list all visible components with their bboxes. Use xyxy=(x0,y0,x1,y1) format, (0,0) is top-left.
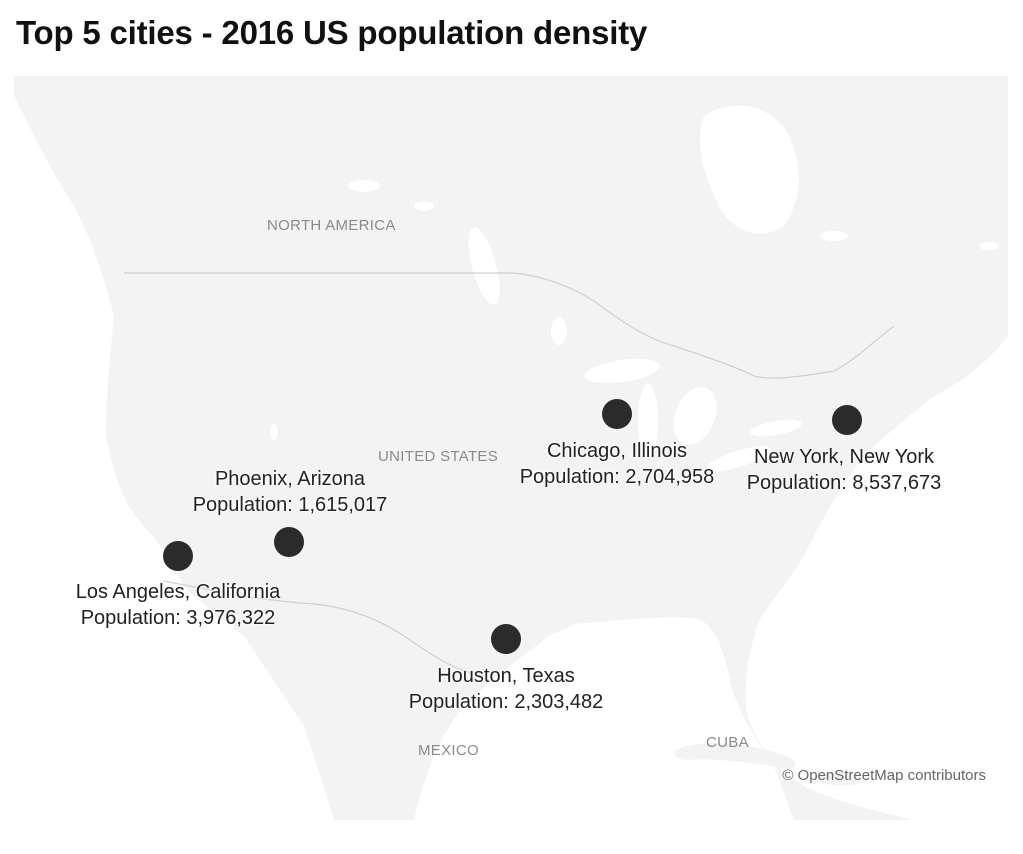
map-attribution[interactable]: © OpenStreetMap contributors xyxy=(782,767,986,784)
pacific-ocean xyxy=(14,96,334,820)
region-label-north-america: NORTH AMERICA xyxy=(267,217,396,234)
hudson-bay xyxy=(699,105,799,234)
map-title: Top 5 cities - 2016 US population densit… xyxy=(16,14,648,51)
city-name: New York, New York xyxy=(753,446,935,468)
city-population: Population: 1,615,017 xyxy=(192,494,388,516)
gulf-of-mexico xyxy=(414,617,794,820)
hispaniola-island xyxy=(814,772,866,786)
city-label-new-york: New York, New York Population: 8,537,673 xyxy=(747,444,942,496)
city-marker-chicago[interactable] xyxy=(602,399,632,429)
cuba-island xyxy=(674,742,796,769)
city-name: Los Angeles, California xyxy=(75,581,281,603)
city-name: Phoenix, Arizona xyxy=(214,468,366,490)
city-marker-los-angeles[interactable] xyxy=(163,541,193,571)
city-population: Population: 8,537,673 xyxy=(746,472,942,494)
city-label-chicago: Chicago, Illinois Population: 2,704,958 xyxy=(520,438,715,490)
city-label-phoenix: Phoenix, Arizona Population: 1,615,017 xyxy=(193,466,388,518)
city-population: Population: 2,303,482 xyxy=(408,691,604,713)
city-marker-houston[interactable] xyxy=(491,624,521,654)
great-lakes xyxy=(584,358,802,472)
city-marker-phoenix[interactable] xyxy=(274,527,304,557)
basemap xyxy=(14,76,1008,820)
borders xyxy=(124,272,895,677)
city-population: Population: 3,976,322 xyxy=(80,607,276,629)
region-label-mexico: MEXICO xyxy=(418,742,479,759)
region-label-united-states: UNITED STATES xyxy=(378,448,499,465)
city-name: Chicago, Illinois xyxy=(546,440,688,462)
atlantic-ocean xyxy=(745,336,1008,820)
city-label-houston: Houston, Texas Population: 2,303,482 xyxy=(409,663,604,715)
region-label-cuba: CUBA xyxy=(706,734,749,751)
map-canvas[interactable]: NORTH AMERICA UNITED STATES MEXICO CUBA … xyxy=(14,76,1008,820)
city-label-los-angeles: Los Angeles, California Population: 3,97… xyxy=(76,579,281,631)
small-lakes xyxy=(270,180,999,440)
city-population: Population: 2,704,958 xyxy=(519,466,715,488)
city-marker-new-york[interactable] xyxy=(832,405,862,435)
city-name: Houston, Texas xyxy=(437,665,575,687)
